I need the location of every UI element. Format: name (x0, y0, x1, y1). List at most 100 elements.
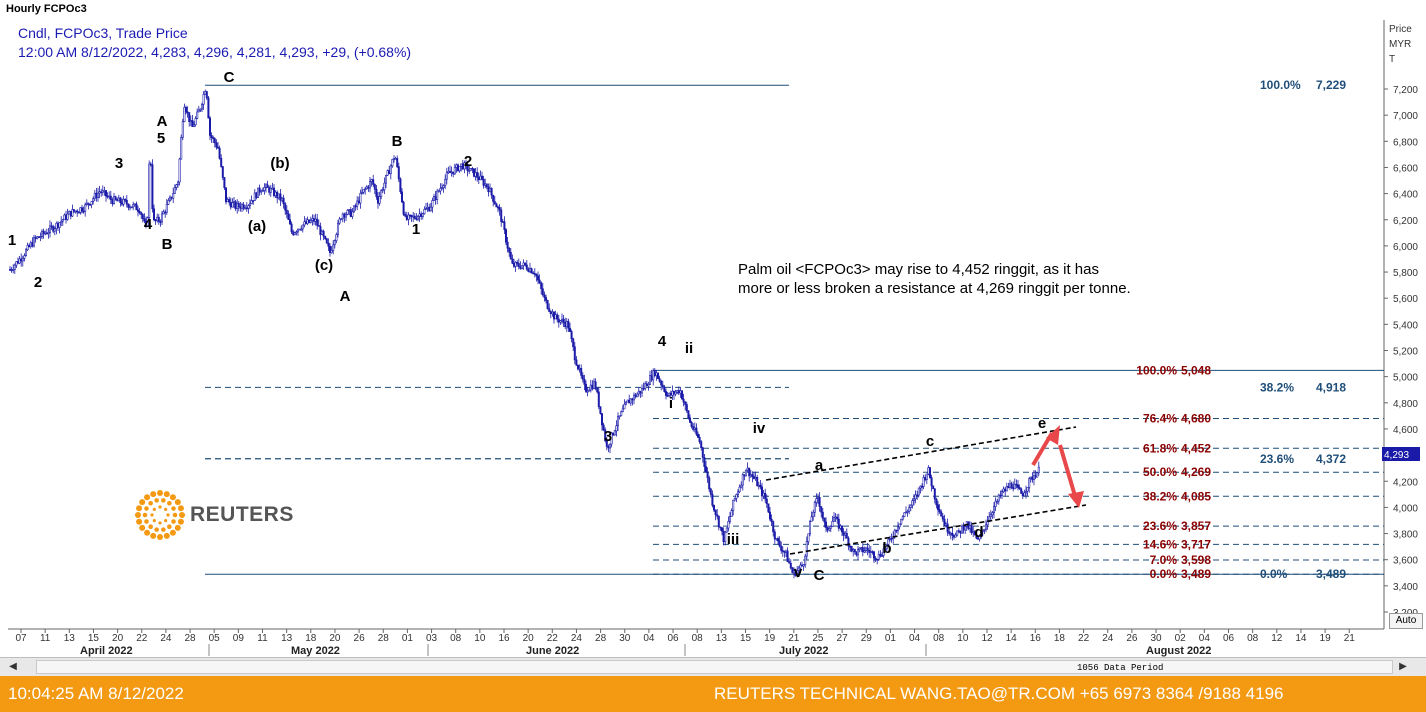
candle-body (957, 530, 960, 533)
last-price-tag-bg (1382, 447, 1420, 461)
candle-body (647, 384, 650, 387)
candle-body (15, 261, 18, 266)
y-tick-label: 6,400 (1393, 190, 1418, 201)
candle-body (300, 228, 303, 231)
candle-body (508, 247, 511, 253)
time-scrollbar[interactable]: ◀ 1056 Data Period ▶ (0, 657, 1426, 677)
candle-body (568, 327, 571, 332)
scroll-track[interactable]: 1056 Data Period (36, 660, 1393, 674)
candle-body (346, 209, 349, 215)
candle-body (47, 232, 50, 235)
candle-body (167, 200, 170, 205)
candle-body (149, 163, 152, 166)
candle-body (727, 521, 730, 529)
candle-body (280, 197, 283, 201)
x-tick-label: 26 (1126, 633, 1138, 644)
candle-body (903, 512, 906, 517)
candle-body (79, 207, 82, 213)
logo-dot (167, 500, 172, 506)
x-tick-label: 04 (909, 633, 921, 644)
candle-body (103, 190, 106, 192)
x-tick-label: 24 (1102, 633, 1114, 644)
candle-body (157, 216, 160, 222)
logo-dot (144, 494, 151, 501)
candle-body (388, 170, 391, 175)
logo-dot (158, 505, 162, 509)
candle-body (181, 121, 184, 138)
candle-body (818, 496, 821, 507)
axis-title-currency: MYR (1389, 39, 1411, 50)
candle-body (37, 236, 40, 239)
candle-body (488, 187, 491, 193)
logo-dot (161, 498, 166, 503)
logo-dot (169, 494, 176, 501)
x-tick-label: 11 (257, 633, 268, 644)
fib-left-value: 4,918 (1316, 380, 1346, 394)
candle-body (277, 193, 280, 199)
candle-body (180, 137, 183, 160)
candle-body (1008, 483, 1011, 488)
logo-dot (150, 513, 154, 517)
candle-body (983, 528, 986, 531)
candle-body (322, 230, 325, 237)
candle-body (980, 531, 983, 537)
x-tick-label: 02 (1175, 633, 1187, 644)
candle-body (637, 390, 640, 395)
logo-dot (154, 498, 159, 503)
candle-body (1012, 486, 1015, 490)
candle-body (844, 533, 847, 536)
candle-body (420, 213, 423, 217)
x-month-label: April 2022 (80, 645, 133, 657)
y-tick-label: 5,800 (1393, 268, 1418, 279)
candle-body (916, 494, 919, 497)
candle-body (336, 222, 339, 235)
candle-body (752, 476, 755, 479)
fib-right-value: 4,680 (1181, 411, 1211, 425)
candle-body (1025, 490, 1028, 494)
candle-body (464, 162, 467, 165)
candle-body (108, 195, 111, 198)
candle-body (458, 166, 461, 172)
candle-body (384, 174, 387, 184)
candle-body (872, 551, 875, 559)
y-tick-label: 6,600 (1393, 163, 1418, 174)
candle-body (775, 538, 778, 540)
candle-body (42, 230, 45, 235)
candle-body (693, 427, 696, 430)
candle-body (744, 469, 747, 477)
candle-body (394, 158, 397, 160)
candle-body (290, 223, 293, 233)
candle-body (375, 188, 378, 197)
scroll-right-icon[interactable]: ▶ (1399, 661, 1407, 672)
candle-body (1020, 488, 1023, 494)
x-tick-label: 10 (957, 633, 969, 644)
candle-body (1037, 466, 1040, 474)
scroll-left-icon[interactable]: ◀ (9, 661, 17, 672)
auto-scale-button[interactable]: Auto (1389, 613, 1423, 629)
candle-body (100, 191, 103, 194)
candle-body (776, 538, 779, 542)
candle-body (408, 214, 411, 217)
candle-body (226, 199, 229, 203)
candle-body (229, 201, 232, 208)
candle-body (584, 384, 587, 392)
candle-body (50, 225, 53, 228)
logo-dot (152, 507, 156, 511)
wave-label: iii (727, 531, 740, 548)
candle-body (576, 364, 579, 370)
x-month-label: July 2022 (779, 645, 829, 657)
candle-body (975, 534, 978, 539)
candle-body (93, 192, 96, 199)
x-tick-label: 27 (837, 633, 849, 644)
candle-body (360, 191, 363, 194)
candle-body (386, 170, 389, 176)
candle-body (754, 477, 757, 479)
candle-body (764, 492, 767, 500)
x-tick-label: 20 (112, 633, 124, 644)
candle-body (472, 168, 475, 177)
candle-body (237, 202, 240, 208)
candle-body (944, 523, 947, 526)
candle-body (36, 236, 39, 239)
candle-body (834, 516, 837, 519)
